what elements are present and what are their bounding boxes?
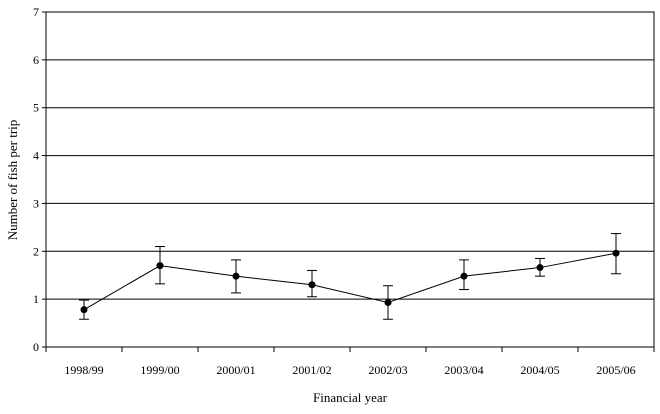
data-point bbox=[156, 262, 164, 270]
y-tick-label: 1 bbox=[33, 292, 39, 306]
plot-area-frame bbox=[45, 11, 655, 348]
series-line bbox=[83, 252, 617, 311]
y-tick-label: 6 bbox=[33, 53, 39, 67]
x-tick-label: 2004/05 bbox=[520, 363, 559, 377]
x-axis-title: Financial year bbox=[313, 390, 388, 405]
error-bars bbox=[79, 233, 621, 320]
y-tick-label: 4 bbox=[33, 149, 39, 163]
x-tick-label: 1998/99 bbox=[64, 363, 103, 377]
y-tick-label: 2 bbox=[33, 244, 39, 258]
data-point bbox=[384, 298, 392, 306]
y-axis-ticks: 0 1 2 3 4 5 6 7 bbox=[33, 5, 46, 354]
y-tick-label: 7 bbox=[33, 5, 39, 19]
data-point bbox=[460, 272, 468, 280]
x-tick-label: 2001/02 bbox=[292, 363, 331, 377]
x-axis-ticks: 1998/99 1999/00 2000/01 2001/02 2002/03 2003/… bbox=[45, 347, 655, 377]
data-point bbox=[80, 306, 88, 314]
data-point bbox=[232, 272, 240, 280]
data-point bbox=[308, 281, 316, 289]
x-tick-label: 2005/06 bbox=[596, 363, 635, 377]
y-tick-label: 0 bbox=[33, 340, 39, 354]
x-tick-label: 2003/04 bbox=[444, 363, 483, 377]
data-points bbox=[80, 249, 620, 314]
y-axis-title: Number of fish per trip bbox=[5, 120, 20, 241]
x-tick-label: 1999/00 bbox=[140, 363, 179, 377]
data-point bbox=[536, 264, 544, 272]
y-tick-label: 3 bbox=[33, 196, 39, 210]
data-point bbox=[612, 249, 620, 257]
x-tick-label: 2000/01 bbox=[216, 363, 255, 377]
y-tick-label: 5 bbox=[33, 101, 39, 115]
gridlines bbox=[46, 59, 654, 300]
x-tick-label: 2002/03 bbox=[368, 363, 407, 377]
